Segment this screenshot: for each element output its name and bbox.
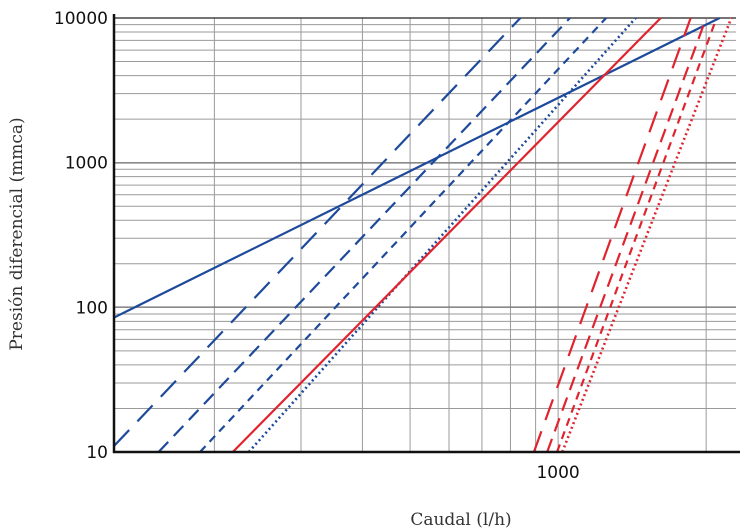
series-line-5 — [247, 17, 637, 452]
tick-labels: 10 100 1000 10000 1000 — [54, 9, 580, 483]
y-tick-label: 10 — [86, 443, 108, 463]
series-line-1 — [114, 17, 721, 319]
series-line-6 — [232, 17, 662, 452]
y-tick-label: 1000 — [65, 154, 108, 174]
series-line-8 — [546, 17, 708, 452]
series-line-7 — [532, 17, 692, 452]
series-line-3 — [157, 17, 571, 452]
series-line-2 — [114, 17, 522, 447]
axes — [112, 14, 740, 454]
y-tick-label: 10000 — [54, 9, 108, 29]
y-axis-title: Presión diferencial (mmca) — [7, 117, 27, 350]
series-line-9 — [556, 17, 718, 452]
grid — [114, 17, 736, 452]
x-tick-label: 1000 — [536, 463, 579, 483]
series-lines — [114, 17, 733, 452]
y-tick-label: 100 — [76, 298, 108, 318]
x-axis-title: Caudal (l/h) — [410, 510, 511, 530]
series-line-4 — [199, 17, 607, 452]
